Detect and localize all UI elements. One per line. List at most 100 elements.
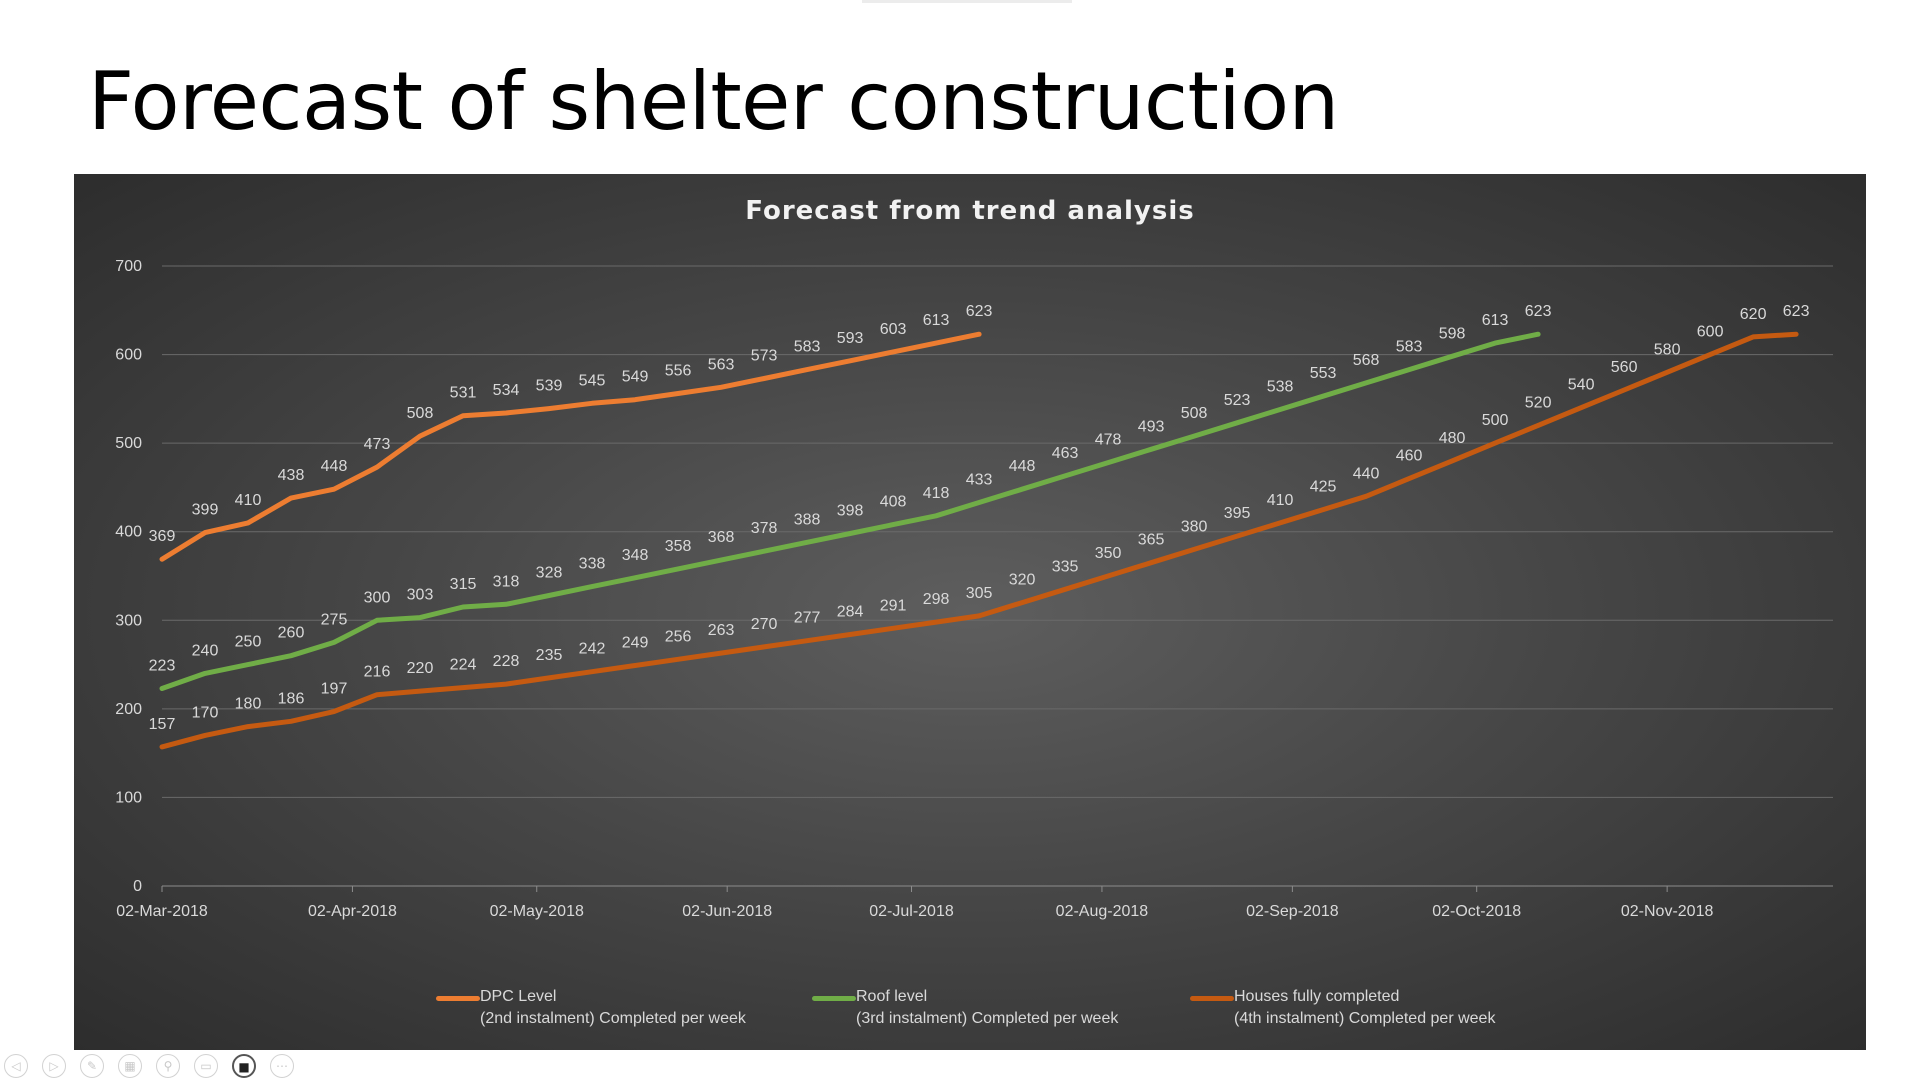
data-label: 318 (493, 573, 520, 590)
data-label: 300 (364, 589, 391, 606)
data-label: 448 (1009, 458, 1036, 475)
data-label: 583 (794, 339, 821, 356)
data-label: 583 (1396, 339, 1423, 356)
data-label: 531 (450, 385, 477, 402)
series-line-1 (159, 331, 982, 562)
data-label: 275 (321, 611, 348, 628)
data-label: 270 (751, 616, 778, 633)
data-label: 277 (794, 610, 821, 627)
legend-label-line: (2nd instalment) Completed per week (480, 1010, 746, 1027)
data-label: 223 (149, 657, 176, 674)
data-label: 284 (837, 603, 864, 620)
y-tick-label: 500 (115, 435, 142, 452)
data-label: 520 (1525, 394, 1552, 411)
data-label: 398 (837, 502, 864, 519)
legend-label: DPC Level (2nd instalment) Completed per … (480, 986, 746, 1030)
data-label: 556 (665, 363, 692, 380)
y-tick-label: 400 (115, 524, 142, 541)
data-label: 348 (622, 547, 649, 564)
data-label: 438 (278, 467, 305, 484)
x-tick-label: 02-Jul-2018 (869, 903, 954, 920)
data-label: 388 (794, 511, 821, 528)
data-label: 563 (708, 356, 735, 373)
legend-swatch (812, 996, 856, 1001)
pen-icon[interactable]: ✎ (80, 1054, 104, 1078)
data-label: 242 (579, 641, 606, 658)
data-label: 368 (708, 529, 735, 546)
data-label: 291 (880, 597, 907, 614)
legend-swatch (1190, 996, 1234, 1001)
x-tick-label: 02-Nov-2018 (1621, 903, 1714, 920)
x-tick-label: 02-May-2018 (490, 903, 584, 920)
zoom-icon[interactable]: ⚲ (156, 1054, 180, 1078)
data-label: 157 (149, 716, 176, 733)
data-label: 508 (407, 405, 434, 422)
y-tick-label: 600 (115, 347, 142, 364)
data-label: 235 (536, 647, 563, 664)
data-label: 399 (192, 502, 219, 519)
top-accent-bar (862, 0, 1072, 3)
data-label: 410 (1267, 492, 1294, 509)
previous-slide-icon[interactable]: ◁ (4, 1054, 28, 1078)
y-tick-label: 700 (115, 258, 142, 275)
data-label: 598 (1439, 325, 1466, 342)
data-label: 534 (493, 382, 520, 399)
axes: 0 100 200 300 400 500 600 700 02-Mar-2018 02-Apr-… (115, 258, 1713, 920)
data-label: 425 (1310, 479, 1337, 496)
data-label: 440 (1353, 465, 1380, 482)
chart-panel: Forecast from trend analysis 0 100 200 300 4… (74, 174, 1866, 1050)
data-label: 260 (278, 625, 305, 642)
data-label: 508 (1181, 405, 1208, 422)
data-label: 623 (966, 303, 993, 320)
data-label: 418 (923, 485, 950, 502)
y-tick-label: 0 (133, 878, 142, 895)
data-label: 380 (1181, 518, 1208, 535)
data-label: 315 (450, 576, 477, 593)
x-tick-label: 02-Mar-2018 (116, 903, 208, 920)
data-label: 593 (837, 330, 864, 347)
data-label: 197 (321, 681, 348, 698)
data-label: 448 (321, 458, 348, 475)
more-options-icon[interactable]: ⋯ (270, 1054, 294, 1078)
x-tick-label: 02-Jun-2018 (682, 903, 772, 920)
series-line-3 (159, 331, 1799, 750)
x-tick-label: 02-Apr-2018 (308, 903, 397, 920)
data-label: 478 (1095, 432, 1122, 449)
data-label: 263 (708, 622, 735, 639)
data-label: 320 (1009, 572, 1036, 589)
series-lines (159, 331, 1799, 750)
data-label: 613 (1482, 312, 1509, 329)
legend-swatch (436, 996, 480, 1001)
x-tick-label: 02-Aug-2018 (1056, 903, 1149, 920)
data-label: 170 (192, 704, 219, 721)
data-label: 433 (966, 471, 993, 488)
data-label: 568 (1353, 352, 1380, 369)
data-label: 250 (235, 634, 262, 651)
data-label: 500 (1482, 412, 1509, 429)
data-label: 553 (1310, 365, 1337, 382)
data-label: 358 (665, 538, 692, 555)
data-label: 620 (1740, 306, 1767, 323)
data-label: 220 (407, 660, 434, 677)
legend-label-line: (4th instalment) Completed per week (1234, 1010, 1496, 1027)
data-label: 305 (966, 585, 993, 602)
data-label: 410 (235, 492, 262, 509)
camera-icon[interactable]: ■ (232, 1054, 256, 1078)
data-label: 545 (579, 372, 606, 389)
data-label: 369 (149, 528, 176, 545)
data-label: 580 (1654, 341, 1681, 358)
next-slide-icon[interactable]: ▷ (42, 1054, 66, 1078)
data-label: 365 (1138, 532, 1165, 549)
data-label: 523 (1224, 392, 1251, 409)
data-label: 600 (1697, 324, 1724, 341)
data-label: 303 (407, 587, 434, 604)
subtitles-icon[interactable]: ▭ (194, 1054, 218, 1078)
slides-grid-icon[interactable]: ▦ (118, 1054, 142, 1078)
data-label: 378 (751, 520, 778, 537)
data-label: 538 (1267, 378, 1294, 395)
line-chart: Forecast from trend analysis 0 100 200 300 4… (115, 196, 1833, 920)
data-label: 335 (1052, 558, 1079, 575)
data-label: 298 (923, 591, 950, 608)
data-label: 623 (1525, 303, 1552, 320)
slide-title: Forecast of shelter construction (88, 55, 1339, 148)
